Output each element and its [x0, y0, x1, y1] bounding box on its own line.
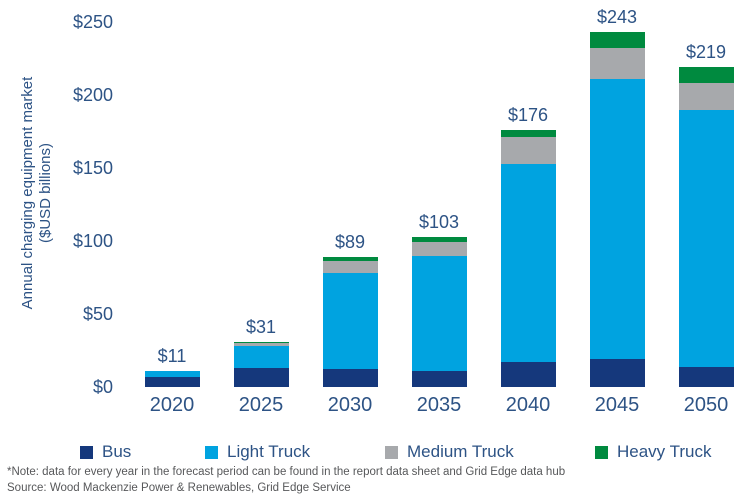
bar-total-label: $219 — [685, 42, 727, 63]
y-tick-label: $200 — [72, 85, 113, 105]
x-axis-label-2035: 2035 — [416, 394, 462, 416]
footnote: *Note: data for every year in the foreca… — [7, 466, 566, 478]
x-axis-label-2020: 2020 — [149, 394, 195, 416]
bar-segment-medium-truck — [322, 261, 378, 274]
bar-segment-medium-truck — [589, 48, 645, 79]
x-axis-label-2030: 2030 — [327, 394, 373, 416]
x-axis-label-2050: 2050 — [683, 394, 729, 416]
legend-label: Medium Truck — [407, 442, 514, 461]
x-axis-label-2040: 2040 — [505, 394, 551, 416]
legend-swatch-icon — [205, 445, 218, 459]
bar-segment-bus — [678, 366, 734, 387]
bar-segment-light-truck — [322, 273, 378, 370]
y-tick-label: $100 — [72, 231, 113, 251]
bar-segment-heavy-truck — [589, 32, 645, 49]
bar-segment-heavy-truck — [322, 257, 378, 262]
bar-segment-bus — [144, 376, 200, 387]
bar-total-label: $176 — [507, 105, 549, 126]
legend-label: Heavy Truck — [617, 442, 712, 461]
bar-segment-heavy-truck — [411, 236, 467, 243]
bar-segment-medium-truck — [500, 137, 556, 164]
bar-segment-light-truck — [233, 346, 289, 369]
bar-segment-bus — [589, 359, 645, 387]
bar-total-label: $103 — [418, 211, 460, 232]
legend-swatch-icon — [80, 445, 93, 459]
legend-item-heavy-truck: Heavy Truck — [595, 442, 711, 462]
bar-segment-medium-truck — [233, 343, 289, 347]
y-axis-title: Annual charging equipment market ($USD b… — [19, 77, 55, 310]
bar-segment-heavy-truck — [500, 130, 556, 138]
bar-segment-light-truck — [144, 370, 200, 377]
bar-segment-medium-truck — [678, 83, 734, 110]
bar-total-label: $11 — [157, 345, 187, 366]
bar-segment-bus — [500, 362, 556, 387]
bar-2020 — [144, 370, 200, 387]
y-tick-label: $250 — [72, 12, 113, 32]
bar-2035 — [411, 236, 467, 387]
bar-segment-light-truck — [500, 163, 556, 363]
x-axis-label-2025: 2025 — [238, 394, 284, 416]
bar-total-label: $89 — [334, 232, 366, 253]
bar-segment-light-truck — [589, 78, 645, 360]
bar-segment-medium-truck — [411, 242, 467, 256]
legend-item-light-truck: Light Truck — [205, 442, 310, 462]
y-tick-label: $0 — [92, 377, 113, 397]
bar-2050 — [678, 67, 734, 387]
legend-swatch-icon — [385, 445, 398, 459]
bar-segment-bus — [322, 369, 378, 387]
bar-segment-bus — [411, 370, 467, 387]
y-tick-label: $50 — [82, 304, 113, 324]
bar-segment-light-truck — [411, 255, 467, 371]
bar-total-label: $31 — [245, 316, 277, 337]
bar-2040 — [500, 130, 556, 387]
bar-segment-bus — [233, 368, 289, 387]
source-line: Source: Wood Mackenzie Power & Renewable… — [7, 482, 351, 494]
legend-item-medium-truck: Medium Truck — [385, 442, 514, 462]
bar-2030 — [322, 257, 378, 387]
bar-2025 — [233, 341, 289, 387]
bar-total-label: $243 — [596, 7, 638, 28]
bar-segment-light-truck — [678, 109, 734, 367]
legend-swatch-icon — [595, 445, 608, 459]
legend-item-bus: Bus — [80, 442, 131, 462]
legend-label: Light Truck — [227, 442, 311, 461]
bar-segment-heavy-truck — [678, 67, 734, 84]
bar-segment-heavy-truck — [233, 341, 289, 344]
y-axis-title-line1: Annual charging equipment market — [19, 76, 36, 310]
legend-label: Bus — [102, 442, 132, 461]
bar-2045 — [589, 32, 645, 387]
x-axis-label-2045: 2045 — [594, 394, 640, 416]
y-tick-label: $150 — [72, 158, 113, 178]
